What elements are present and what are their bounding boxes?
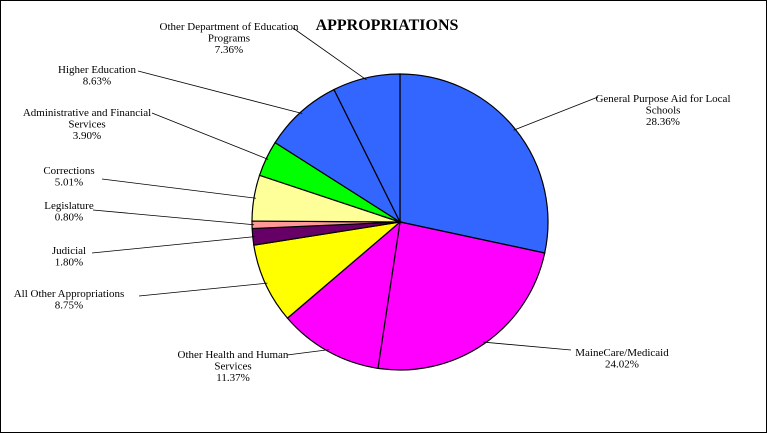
- pie-slice: [399, 73, 549, 254]
- slice-name-label: Corrections: [43, 165, 94, 177]
- slice-percent-label: 0.80%: [55, 212, 83, 224]
- slice-name-label: Administrative and Financial: [23, 107, 151, 119]
- pie-slice: [377, 221, 546, 371]
- leader-line: [513, 96, 599, 131]
- slice-name-label: Services: [68, 119, 105, 131]
- slice-name-label: Higher Education: [58, 64, 136, 76]
- slice-percent-label: 24.02%: [605, 359, 639, 371]
- pie-slices: [251, 73, 549, 371]
- slice-labels: General Purpose Aid for LocalSchools28.3…: [14, 21, 731, 384]
- slice-percent-label: 11.37%: [216, 372, 250, 384]
- chart-title: APPROPRIATIONS: [316, 17, 459, 34]
- leader-line: [292, 27, 367, 81]
- leader-line: [483, 341, 572, 351]
- leader-lines: [91, 27, 599, 356]
- leader-line: [101, 178, 256, 199]
- slice-percent-label: 8.63%: [83, 76, 111, 88]
- pie-slice: [286, 220, 401, 370]
- slice-name-label: General Purpose Aid for Local: [595, 93, 730, 105]
- slice-name-label: All Other Appropriations: [14, 288, 125, 300]
- slice-name-label: Legislature: [44, 200, 94, 212]
- leader-line: [138, 282, 268, 297]
- slice-percent-label: 1.80%: [55, 257, 83, 269]
- pie-slice: [253, 221, 403, 319]
- slice-percent-label: 8.75%: [55, 300, 83, 312]
- leader-line: [91, 236, 255, 254]
- slice-name-label: Programs: [208, 33, 250, 45]
- slice-percent-label: 28.36%: [646, 116, 680, 128]
- leader-line: [137, 70, 303, 114]
- slice-name-label: Services: [214, 361, 251, 373]
- slice-name-label: Other Health and Human: [178, 349, 289, 361]
- pie-slice: [333, 73, 401, 223]
- slice-name-label: Other Department of Education: [160, 21, 299, 33]
- slice-percent-label: 3.90%: [73, 130, 101, 142]
- slice-name-label: Judicial: [52, 245, 86, 257]
- leader-line: [286, 349, 330, 356]
- leader-line: [92, 209, 255, 226]
- slice-percent-label: 7.36%: [215, 44, 243, 56]
- slice-name-label: MaineCare/Medicaid: [575, 347, 669, 359]
- leader-line: [151, 112, 269, 160]
- slice-name-label: Schools: [646, 105, 681, 117]
- slice-percent-label: 5.01%: [55, 177, 83, 189]
